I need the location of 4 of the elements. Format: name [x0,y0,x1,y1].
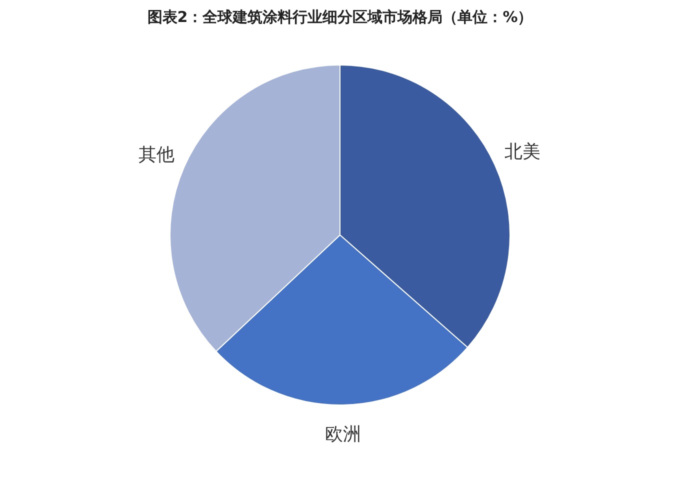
chart-title: 图表2：全球建筑涂料行业细分区域市场格局（单位：%） [147,8,533,26]
slice-label: 其他 [138,144,174,166]
slice-label: 欧洲 [325,424,362,445]
slice-label: 北美 [504,142,540,163]
